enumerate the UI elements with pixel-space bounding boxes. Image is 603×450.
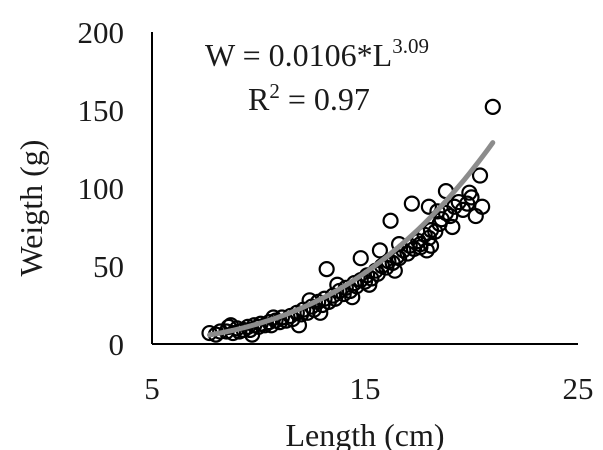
- y-tick-label: 150: [78, 93, 125, 128]
- data-point: [474, 198, 491, 215]
- data-point: [312, 304, 329, 321]
- data-point: [461, 184, 478, 201]
- data-point: [429, 203, 446, 220]
- data-point: [427, 223, 444, 240]
- data-point: [422, 237, 440, 254]
- r-squared-annotation: R2 = 0.97: [248, 79, 370, 117]
- data-point: [386, 262, 403, 279]
- equation-base: W = 0.0106*L: [205, 37, 392, 73]
- data-point: [403, 195, 420, 212]
- y-tick-labels: 0 50 100 150 200: [78, 15, 125, 362]
- y-tick-label: 100: [78, 171, 125, 206]
- y-axis: 0 50 100 150 200: [78, 15, 153, 362]
- x-tick-label: 15: [350, 371, 381, 406]
- r2-base: R: [248, 81, 270, 117]
- data-point: [418, 242, 435, 259]
- data-point: [444, 218, 461, 236]
- data-point: [471, 167, 489, 184]
- data-point: [420, 198, 437, 215]
- data-point: [352, 250, 369, 267]
- data-point: [484, 98, 501, 115]
- data-point: [290, 317, 308, 334]
- x-tick-labels: 5 15 25: [144, 371, 593, 406]
- fit-curve: [207, 140, 496, 338]
- y-axis-label: Weigth (g): [13, 140, 49, 277]
- equation-annotation: W = 0.0106*L3.09: [205, 34, 429, 73]
- scatter-points: [201, 98, 501, 343]
- data-point: [318, 261, 335, 278]
- x-tick-label: 5: [144, 371, 160, 406]
- y-tick-label: 0: [109, 327, 125, 362]
- data-point: [361, 276, 378, 293]
- y-tick-label: 200: [78, 15, 125, 50]
- equation-exponent: 3.09: [392, 34, 429, 58]
- data-point: [382, 212, 399, 229]
- data-point: [344, 289, 361, 306]
- y-tick-label: 50: [93, 249, 124, 284]
- x-axis: 5 15 25: [144, 343, 594, 406]
- x-tick-label: 25: [563, 371, 594, 406]
- r2-exponent: 2: [269, 79, 280, 103]
- x-axis-label: Length (cm): [285, 417, 444, 450]
- data-point: [371, 242, 389, 259]
- r2-value: = 0.97: [280, 81, 370, 117]
- data-point: [390, 236, 408, 253]
